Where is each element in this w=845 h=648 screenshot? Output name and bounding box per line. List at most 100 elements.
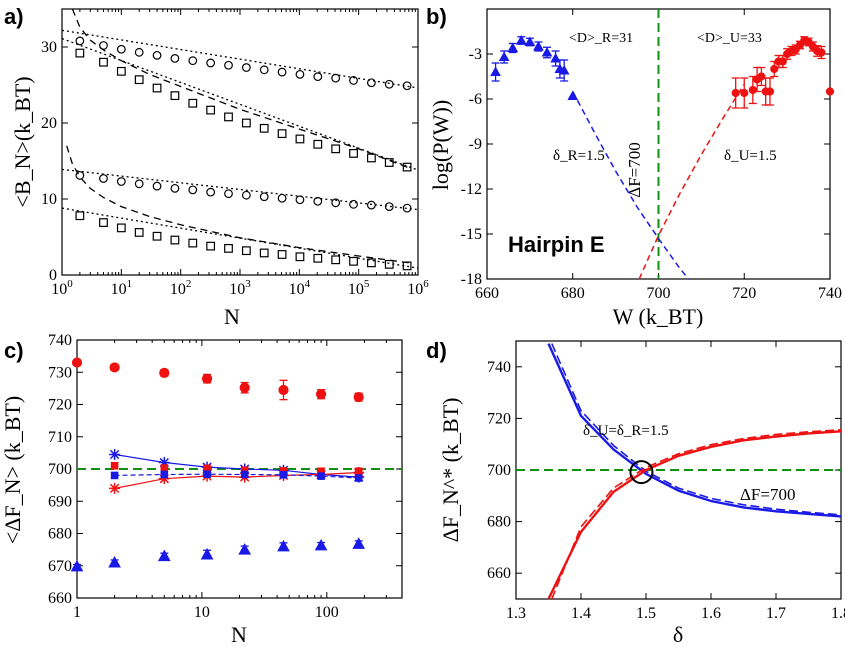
- y-tick-label: 20: [41, 115, 57, 132]
- data-point-square: [99, 218, 108, 227]
- data-point-unfolding: [770, 64, 779, 74]
- data-point-circle: [402, 203, 412, 213]
- x-tick-label: 1.7: [766, 605, 786, 622]
- y-tick-label: 740: [48, 332, 72, 349]
- data-point-square: [384, 158, 394, 167]
- data-point-blue squares: [160, 470, 169, 479]
- data-point-square: [134, 75, 144, 85]
- data-point-circle: [366, 78, 376, 88]
- data-point-circle: [170, 54, 180, 63]
- data-point-unfolding: [748, 85, 757, 95]
- data-point-red circles: [71, 357, 83, 368]
- panel-c: c) 1 10 100 660 670 680 690 700 710 720 730 740 N <…: [0, 332, 403, 647]
- data-point-square: [241, 246, 251, 256]
- data-point-square: [331, 144, 341, 154]
- panel-b-ann-deltar: δ_R=1.5: [553, 148, 605, 164]
- panel-b: b) 660 680 700 720 740 -18 -15 -12 -9 -6 -3 Hairpi…: [426, 4, 842, 329]
- data-point-square: [331, 255, 341, 265]
- data-point-circle: [277, 67, 287, 77]
- data-point-red circles: [278, 384, 289, 396]
- x-tick-label: 1.6: [701, 605, 721, 622]
- data-point-circle: [259, 192, 269, 202]
- data-point-unfolding: [817, 48, 826, 57]
- data-point-square: [241, 118, 251, 128]
- data-point-square: [366, 258, 376, 268]
- x-tick-label: 106: [407, 278, 429, 298]
- panel-a-frame: [61, 8, 419, 276]
- data-point-circle: [188, 185, 198, 195]
- y-tick-label: 660: [487, 565, 511, 582]
- y-tick-label: -9: [469, 136, 482, 153]
- x-tick-label: 105: [348, 278, 370, 298]
- data-point-refolding: [490, 66, 501, 76]
- x-tick-label: 660: [475, 285, 499, 302]
- data-point-circle: [152, 50, 162, 60]
- data-point-blue triangles: [157, 549, 171, 562]
- data-point-square: [99, 57, 108, 67]
- x-tick-label: 1.3: [506, 605, 526, 622]
- data-point-square: [75, 48, 85, 58]
- x-tick-label: 1.5: [636, 605, 656, 622]
- data-point-circle: [241, 63, 251, 72]
- data-point-blue squares: [279, 471, 288, 479]
- data-point-circle: [206, 58, 216, 68]
- data-point-refolding: [558, 64, 570, 75]
- data-point-square: [277, 250, 287, 259]
- data-point-refolding: [515, 34, 527, 45]
- data-point-square: [295, 134, 305, 144]
- panel-b-ann-du: <D>_U=33: [697, 31, 762, 46]
- panel-b-title: Hairpin E: [508, 232, 605, 257]
- panel-b-plot: [490, 9, 835, 280]
- data-point-circle: [134, 179, 144, 189]
- y-tick-label: -3: [469, 46, 482, 63]
- data-point-square: [224, 244, 233, 253]
- y-tick-label: 10: [41, 191, 57, 208]
- data-point-square: [206, 105, 216, 115]
- data-point-circle: [116, 177, 126, 186]
- data-point-circle: [241, 190, 251, 200]
- data-point-circle: [277, 193, 287, 203]
- data-point-blue stars: [109, 448, 121, 460]
- panel-d-ann-df: ΔF=700: [740, 485, 795, 504]
- dashed-fit-line: [71, 8, 410, 169]
- panel-a-xlabel: N: [224, 304, 240, 329]
- data-point-blue squares: [240, 470, 249, 479]
- data-point-square: [206, 241, 216, 251]
- y-tick-label: 700: [487, 462, 511, 479]
- data-point-circle: [206, 187, 216, 197]
- data-point-square: [259, 123, 269, 133]
- data-point-unfolding: [765, 87, 775, 96]
- panel-a-label: a): [4, 4, 24, 29]
- panel-d-ylabel: ΔF_N^* (k_BT): [438, 398, 463, 543]
- data-point-circle: [170, 183, 180, 193]
- data-point-refolding: [541, 46, 553, 57]
- y-tick-label: 30: [41, 39, 57, 56]
- data-point-circle: [75, 36, 85, 46]
- y-tick-label: 710: [48, 429, 72, 446]
- data-point-square: [313, 253, 323, 263]
- crossing-circle: [629, 460, 654, 485]
- panel-d-xlabel: δ: [673, 622, 683, 647]
- data-point-square: [134, 228, 144, 237]
- data-point-circle: [75, 171, 85, 180]
- panel-c-xlabel: N: [231, 622, 247, 647]
- data-point-square: [116, 66, 126, 76]
- data-point-blue triangles: [200, 547, 214, 560]
- panel-c-ticks: 1 10 100 660 670 680 690 700 710 720 730 740: [48, 332, 403, 621]
- x-tick-label: 104: [289, 278, 311, 298]
- data-point-square: [75, 211, 85, 221]
- panel-b-label: b): [426, 4, 447, 29]
- data-point-circle: [152, 181, 162, 191]
- x-tick-label: 100: [315, 604, 339, 621]
- curve-blue-solid: [547, 343, 842, 518]
- data-point-square: [313, 139, 323, 149]
- data-point-circle: [384, 79, 394, 89]
- data-point-circle: [134, 47, 144, 57]
- data-point-blue squares: [203, 470, 211, 478]
- data-point-blue triangles: [352, 537, 366, 549]
- x-tick-label: 103: [229, 278, 251, 298]
- data-point-red squares: [160, 464, 169, 472]
- curve-blue-dashed: [551, 343, 842, 516]
- data-point-circle: [224, 189, 233, 199]
